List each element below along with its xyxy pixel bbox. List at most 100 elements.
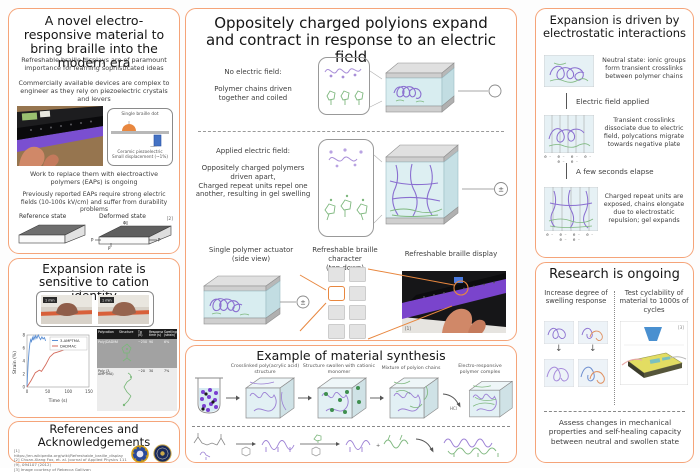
braille-cell [328,267,345,282]
polycation-table: Polycation Structure Tg (K) Response tim… [97,329,177,412]
strain-chart: 0 2 4 6 8 0 50 100 150 Strain (%) Time (… [12,333,94,405]
table-cell-structure [118,368,137,412]
photo-2-tag: 1 min [102,299,112,303]
braille-cell [349,324,366,339]
panel-research-ongoing: Research is ongoing Increase degree of s… [535,262,694,463]
research-bottom-text: Assess changes in mechanical properties … [548,418,682,446]
field-text: Oppositely charged polymers driven apart… [195,164,311,199]
table-cell-swelling: 7% [163,368,177,412]
panel-expansion-rate: Expansion rate is sensitive to cation id… [8,258,180,418]
probe-tip [644,327,662,341]
down-arrow-icon: ↓ [555,344,563,354]
swelling-img-b [578,321,608,344]
svg-text:P: P [108,246,111,251]
panel-synthesis: Example of material synthesis Crosslinke… [185,345,517,463]
intro-p2: Commercially available devices are compl… [18,79,170,103]
table-header: Tg (K) [137,329,148,340]
photo-citation: [1] [405,326,411,331]
nsf-logo [131,445,149,463]
down-arrow-icon: ↓ [589,344,597,354]
braille-display-photo: [1] [402,271,506,333]
cube-swollen-monomer [317,377,367,419]
cyclability-test-image: [3] [620,321,688,385]
svg-text:8: 8 [22,333,25,338]
electro-connector2: A few seconds elapse [576,167,654,176]
table-cell-polycation: Poly(DADMAC) [97,339,122,369]
arrow-icon [298,395,312,401]
electro-title: Expansion is driven by electrostatic int… [542,13,687,40]
step-connector-line [566,163,567,179]
svg-text:Φ: Φ [123,221,126,226]
braille-cell-active [328,286,345,301]
legend-series-1: 3-AMPTMA [60,339,80,343]
synthesis-title: Example of material synthesis [256,348,446,363]
arrow-label: HCl [450,406,457,411]
monomer-beaker [195,377,223,414]
braille-dot-caption: Single braille dot [121,112,159,117]
molecule-callout-neutral [318,57,370,115]
deformed-state-label: Deformed state [99,213,146,220]
table-header: Structure [118,329,137,340]
molecule-callout-charged [318,139,374,237]
gel-state-expanded [544,187,598,231]
panel-intro: A novel electro-responsive material to b… [8,8,180,254]
actuator-neutral-3d [385,62,455,113]
reference-item: [2] Chuan-Xiang Fox, et. al. Journal of … [14,457,127,468]
svg-text:150: 150 [85,389,93,394]
research-left-heading: Increase degree of swelling response [544,289,608,306]
x-tick-labels: 0 50 100 150 [26,389,94,394]
svg-text:6: 6 [22,346,25,351]
table-cell-response: 90 [148,339,163,369]
table-header: Swelling (strain) [163,329,177,340]
swelling-img-d [578,359,608,387]
photo-annotation-circle [453,280,469,296]
step-connector-line [566,93,567,109]
nofield-text: Polymer chains driven together and coile… [214,85,292,102]
braille-dot-dome [122,124,136,131]
table-header: Response time (s) [148,329,164,340]
photo-1-tag: 1 min [45,299,55,303]
y-axis-label: Strain (%) [12,351,18,374]
electro-step2-text: Transient crosslinks dissociate due to e… [603,117,685,148]
piezo-crystal [153,134,162,147]
svg-text:P: P [158,238,161,243]
chart-legend: 3-AMPTMA DADMAC [49,336,88,351]
y-tick-labels: 0 2 4 6 8 [22,333,25,390]
cyclability-citation: [3] [678,325,684,330]
braille-device-photo [17,106,103,166]
table-cell-swelling: 6% [163,339,177,369]
cube-polymer-complex [469,381,513,418]
braille-cell [349,305,366,320]
reference-state-label: Reference state [19,213,67,220]
piezo-caption: Ceramic piezoelectric Small displacement… [112,149,168,160]
braille-cell [349,286,366,301]
caption-actuator: Single polymer actuator (side view) [208,246,294,263]
deformed-citation: [2] [166,217,173,222]
research-divider [544,411,685,412]
nofield-heading: No electric field: [224,68,282,76]
actuator-expanded-3d [385,144,459,225]
braille-cell [328,324,345,339]
table-cell-tg: ~20 [137,368,148,412]
reaction-scheme: + [193,433,499,460]
pink-wire [621,358,643,366]
piezo-diagram: Single braille dot Ceramic piezoelectric… [107,108,173,166]
circuit-powered: ± [462,182,508,196]
svg-text:4: 4 [22,359,25,364]
table-cell-structure [118,339,137,369]
braille-cell [328,305,345,320]
electro-connector1: Electric field applied [576,97,650,106]
table-header: Polycation [97,329,118,340]
panel-mechanism: Oppositely charged polyions expand and c… [185,8,517,341]
field-heading: Applied electric field: [215,147,291,155]
svg-text:100: 100 [64,389,72,394]
synthesis-divider [192,426,510,427]
synthesis-label-2: Structure swollen with cationic monomer [302,364,376,375]
series-line-3-AMPTMA [26,333,47,388]
synthesis-label-3: Mixture of polyion chains [381,366,441,371]
column-divider [614,291,615,405]
reference-list: [1] https://en.wikipedia.org/wiki/Refres… [14,448,128,472]
table-cell-tg: ~250 [137,339,148,369]
main-title: Oppositely charged polyions expand and c… [205,14,497,66]
